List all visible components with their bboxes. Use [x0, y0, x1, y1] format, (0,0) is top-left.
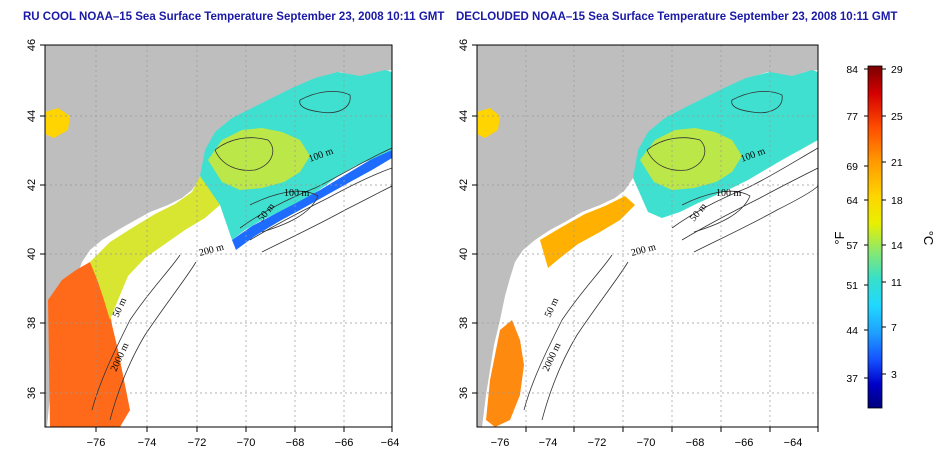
land-mass — [477, 45, 818, 427]
lat-tick-label: 38 — [458, 317, 470, 329]
colorbar-ticks — [864, 68, 886, 379]
fahrenheit-tick: 44 — [846, 325, 858, 337]
lon-tick-label: −74 — [138, 437, 157, 449]
graticule — [45, 45, 392, 427]
lon-tick-label: −68 — [686, 437, 705, 449]
fahrenheit-unit-label: °F — [832, 231, 847, 244]
lat-tick-label: 42 — [458, 179, 470, 191]
axis-ticks-left-map — [40, 44, 393, 432]
map-frame-declouded — [476, 44, 819, 428]
map-panel-raw: 100 m 100 m 50 m 200 m 50 m 2000 m — [45, 45, 392, 427]
sst-cold-edge — [232, 150, 392, 250]
lon-labels-right: −76 −74 −72 −70 −68 −66 −64 — [491, 437, 803, 449]
axis-ticks-right-map — [472, 44, 819, 432]
lon-tick-label: −72 — [588, 437, 607, 449]
lon-tick-label: −70 — [237, 437, 256, 449]
sst-warm-south — [48, 262, 130, 427]
lon-tick-label: −66 — [735, 437, 754, 449]
celsius-tick: 3 — [891, 369, 897, 381]
fahrenheit-tick: 64 — [846, 195, 858, 207]
lon-tick-label: −70 — [637, 437, 656, 449]
contour-label: 100 m — [716, 188, 742, 199]
lon-tick-label: −68 — [286, 437, 305, 449]
celsius-tick-labels: 29 25 21 18 14 11 7 3 — [891, 64, 903, 381]
fahrenheit-tick: 84 — [846, 64, 858, 76]
map-frame-raw — [44, 44, 393, 428]
lon-labels-left: −76 −74 −72 −70 −68 −66 −64 — [87, 437, 400, 449]
lon-tick-label: −72 — [188, 437, 207, 449]
bathymetry-contours — [91, 90, 392, 421]
sst-warm-patch — [45, 108, 70, 138]
fahrenheit-tick-labels: 84 77 69 64 57 51 44 37 — [846, 64, 858, 385]
sst-mid-band — [540, 196, 635, 268]
celsius-tick: 25 — [891, 111, 903, 123]
fahrenheit-tick: 37 — [846, 373, 858, 385]
sst-inner-warm — [640, 128, 742, 190]
celsius-tick: 21 — [891, 157, 903, 169]
celsius-tick: 29 — [891, 64, 903, 76]
fahrenheit-tick: 69 — [846, 161, 858, 173]
lat-labels-right: 36 38 40 42 44 46 — [458, 39, 470, 399]
sst-inner-warm — [208, 128, 310, 190]
sst-mid-band — [90, 176, 220, 320]
celsius-tick: 11 — [891, 277, 902, 289]
lon-tick-label: −64 — [381, 437, 400, 449]
lat-tick-label: 38 — [26, 317, 38, 329]
map-title-raw: RU COOL NOAA–15 Sea Surface Temperature … — [23, 11, 445, 23]
lon-tick-label: −76 — [87, 437, 106, 449]
fahrenheit-tick: 77 — [846, 111, 858, 123]
fahrenheit-tick: 57 — [846, 240, 858, 252]
lat-tick-label: 46 — [26, 39, 38, 51]
fahrenheit-tick: 51 — [846, 280, 858, 292]
lon-tick-label: −76 — [491, 437, 510, 449]
lat-tick-label: 36 — [458, 387, 470, 399]
lat-tick-label: 40 — [458, 248, 470, 260]
lat-tick-label: 40 — [26, 248, 38, 260]
lat-labels-left: 36 38 40 42 44 46 — [26, 39, 38, 399]
celsius-tick: 14 — [891, 240, 903, 252]
lat-tick-label: 46 — [458, 39, 470, 51]
lon-tick-label: −74 — [539, 437, 558, 449]
lat-tick-label: 44 — [458, 110, 470, 122]
temperature-colorbar — [867, 65, 883, 409]
bathymetry-contours — [523, 90, 818, 421]
map-title-declouded: DECLOUDED NOAA–15 Sea Surface Temperatur… — [456, 11, 898, 23]
contour-label: 100 m — [284, 188, 310, 199]
celsius-tick: 18 — [891, 195, 903, 207]
lat-tick-label: 36 — [26, 387, 38, 399]
graticule — [477, 45, 818, 427]
celsius-tick: 7 — [891, 322, 897, 334]
lat-tick-label: 44 — [26, 110, 38, 122]
celsius-unit-label: °C — [921, 231, 936, 246]
lat-tick-label: 42 — [26, 179, 38, 191]
map-panel-declouded: 100 m 100 m 50 m 200 m 50 m 2000 m — [477, 45, 818, 427]
lon-tick-label: −66 — [335, 437, 354, 449]
land-mass — [45, 45, 392, 427]
sst-warm-south — [486, 320, 524, 427]
sst-warm-patch — [477, 108, 500, 138]
lon-tick-label: −64 — [784, 437, 803, 449]
